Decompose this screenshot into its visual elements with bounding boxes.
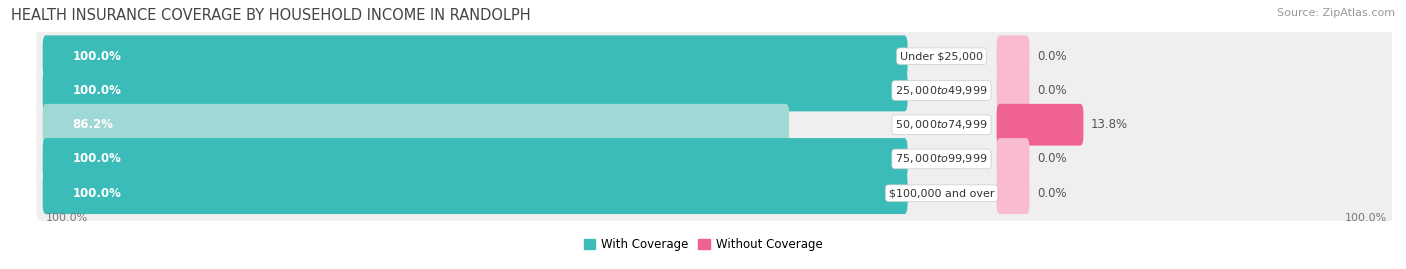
- Text: 100.0%: 100.0%: [72, 187, 121, 200]
- Text: $50,000 to $74,999: $50,000 to $74,999: [896, 118, 988, 131]
- Text: Under $25,000: Under $25,000: [900, 51, 983, 61]
- Text: 0.0%: 0.0%: [1036, 50, 1067, 63]
- FancyBboxPatch shape: [997, 104, 1084, 146]
- FancyBboxPatch shape: [997, 138, 1029, 180]
- Text: 13.8%: 13.8%: [1091, 118, 1128, 131]
- Text: 100.0%: 100.0%: [46, 213, 89, 223]
- FancyBboxPatch shape: [42, 104, 789, 146]
- Legend: With Coverage, Without Coverage: With Coverage, Without Coverage: [579, 234, 827, 256]
- FancyBboxPatch shape: [42, 35, 907, 77]
- Text: 86.2%: 86.2%: [72, 118, 114, 131]
- Text: 100.0%: 100.0%: [72, 84, 121, 97]
- Text: $100,000 and over: $100,000 and over: [889, 188, 994, 198]
- FancyBboxPatch shape: [42, 138, 907, 180]
- FancyBboxPatch shape: [37, 63, 1395, 118]
- Text: 100.0%: 100.0%: [72, 50, 121, 63]
- Text: 0.0%: 0.0%: [1036, 153, 1067, 165]
- Text: 0.0%: 0.0%: [1036, 84, 1067, 97]
- Text: $25,000 to $49,999: $25,000 to $49,999: [896, 84, 988, 97]
- FancyBboxPatch shape: [997, 172, 1029, 214]
- Text: $75,000 to $99,999: $75,000 to $99,999: [896, 153, 988, 165]
- FancyBboxPatch shape: [37, 165, 1395, 221]
- Text: HEALTH INSURANCE COVERAGE BY HOUSEHOLD INCOME IN RANDOLPH: HEALTH INSURANCE COVERAGE BY HOUSEHOLD I…: [11, 8, 531, 23]
- FancyBboxPatch shape: [37, 29, 1395, 84]
- Text: 100.0%: 100.0%: [72, 153, 121, 165]
- Text: 100.0%: 100.0%: [1344, 213, 1386, 223]
- Text: Source: ZipAtlas.com: Source: ZipAtlas.com: [1277, 8, 1395, 18]
- FancyBboxPatch shape: [37, 131, 1395, 187]
- FancyBboxPatch shape: [37, 97, 1395, 153]
- FancyBboxPatch shape: [997, 70, 1029, 111]
- FancyBboxPatch shape: [42, 70, 907, 111]
- FancyBboxPatch shape: [42, 172, 907, 214]
- FancyBboxPatch shape: [997, 35, 1029, 77]
- Text: 0.0%: 0.0%: [1036, 187, 1067, 200]
